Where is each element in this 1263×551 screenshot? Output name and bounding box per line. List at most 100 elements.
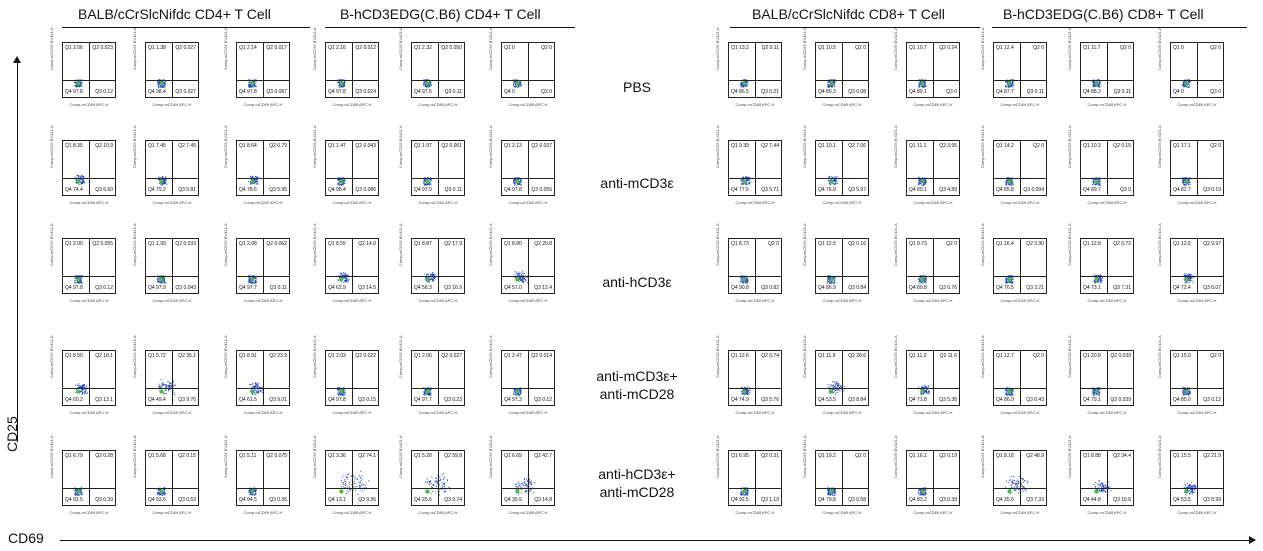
flow-dot bbox=[834, 180, 837, 182]
flow-dot bbox=[1188, 282, 1190, 284]
q1-label: Q1 12.6 bbox=[1173, 241, 1191, 247]
q1-label: Q1 0 bbox=[504, 45, 515, 51]
q4-label: Q4 89.3 bbox=[818, 89, 836, 95]
q2-label: Q2 7.06 bbox=[848, 143, 866, 149]
flow-dot bbox=[924, 276, 926, 278]
flow-dot bbox=[827, 86, 830, 88]
flow-dot bbox=[248, 84, 250, 87]
flow-dot bbox=[827, 276, 829, 278]
flow-dot bbox=[432, 277, 434, 279]
flow-dot bbox=[354, 478, 356, 480]
gate-vertical bbox=[842, 43, 843, 97]
flow-dot bbox=[837, 391, 839, 394]
flow-dot bbox=[424, 184, 426, 186]
flow-dot bbox=[1097, 184, 1099, 186]
flow-dot bbox=[1012, 184, 1014, 186]
plot-x-axis-label: Comp-mCD69 APC-H bbox=[735, 200, 775, 205]
flow-dot bbox=[157, 86, 159, 88]
q4-label: Q4 76.9 bbox=[818, 187, 836, 193]
gate-vertical bbox=[842, 451, 843, 505]
q4-label: Q4 87.7 bbox=[996, 89, 1014, 95]
gate-horizontal bbox=[994, 177, 1046, 179]
flow-dot bbox=[344, 273, 346, 275]
q4-label: Q4 71.8 bbox=[909, 397, 927, 403]
flow-dot bbox=[918, 85, 920, 87]
q3-label: Q3 0 bbox=[946, 89, 957, 95]
flow-dot bbox=[161, 282, 163, 284]
flow-dot bbox=[165, 179, 167, 181]
q1-label: Q1 5.11 bbox=[239, 453, 257, 459]
q2-label: Q2 23.9 bbox=[269, 353, 287, 359]
flow-dot bbox=[1011, 179, 1013, 181]
flow-dot bbox=[258, 390, 260, 392]
flow-plot: Q1 9.73 Q2 0 Q3 0.76 Q4 89.8 Comp-mCD69 APC-… bbox=[893, 223, 960, 303]
flow-dot bbox=[1011, 182, 1013, 184]
flow-dot bbox=[429, 273, 431, 275]
q3-label: Q3 0.21 bbox=[761, 89, 779, 95]
density-core bbox=[515, 277, 520, 282]
flow-dot bbox=[837, 389, 839, 392]
flow-dot bbox=[1012, 277, 1014, 279]
flow-dot bbox=[361, 483, 363, 485]
flow-dot bbox=[1006, 390, 1008, 392]
flow-dot bbox=[344, 281, 346, 283]
flow-dot bbox=[1005, 86, 1007, 88]
flow-dot bbox=[918, 280, 920, 283]
flow-dot bbox=[254, 385, 257, 387]
flow-dot bbox=[344, 81, 346, 83]
flow-plot: Q1 11.7 Q2 0 Q3 0.11 Q4 88.3 Comp-mCD69 APC-… bbox=[1067, 27, 1134, 107]
q4-label: Q4 79.1 bbox=[1083, 397, 1101, 403]
flow-dot bbox=[423, 273, 425, 275]
flow-dot bbox=[423, 82, 425, 84]
flow-dot bbox=[513, 179, 516, 182]
density-core bbox=[829, 277, 834, 282]
gate-vertical bbox=[755, 451, 756, 505]
plot-x-axis-label: Comp-mCD69 APC-H bbox=[508, 200, 548, 205]
q1-label: Q1 5.72 bbox=[148, 353, 166, 359]
flow-dot bbox=[513, 83, 515, 85]
plot-y-axis-label: Comp-mCD25 BV421-A bbox=[132, 125, 137, 168]
q1-label: Q1 12.8 bbox=[1083, 241, 1101, 247]
q3-label: Q3 6.60 bbox=[95, 187, 113, 193]
flow-dot bbox=[78, 184, 80, 186]
flow-dot bbox=[249, 384, 251, 386]
plot-x-axis-label: Comp-mCD69 APC-H bbox=[508, 102, 548, 107]
q2-label: Q2 0 bbox=[541, 45, 552, 51]
gate-horizontal bbox=[63, 275, 115, 277]
flow-dot bbox=[248, 82, 250, 84]
flow-dot bbox=[343, 392, 345, 394]
flow-dot bbox=[836, 180, 838, 182]
flow-dot bbox=[361, 475, 363, 477]
q2-label: Q2 0 bbox=[768, 241, 779, 247]
q2-label: Q2 0 bbox=[855, 453, 866, 459]
flow-dot bbox=[81, 392, 84, 394]
flow-dot bbox=[925, 390, 927, 392]
flow-dot bbox=[74, 84, 76, 87]
flow-dot bbox=[740, 280, 742, 282]
flow-dot bbox=[254, 276, 256, 278]
flow-dot bbox=[433, 277, 435, 280]
flow-dot bbox=[829, 184, 831, 186]
flow-dot bbox=[75, 280, 77, 282]
plot-y-axis-label: Comp-mCD25 BV421-A bbox=[132, 335, 137, 378]
flow-dot bbox=[828, 280, 830, 282]
flow-dot bbox=[1006, 394, 1008, 396]
density-core bbox=[159, 179, 164, 184]
q4-label: Q4 94.5 bbox=[239, 497, 257, 503]
q1-label: Q1 1.97 bbox=[414, 143, 432, 149]
flow-dot bbox=[746, 176, 748, 178]
plot-y-axis-label: Comp-mCD25 BV421-A bbox=[802, 27, 807, 70]
flow-dot bbox=[747, 492, 749, 494]
flow-plot: Q1 11.1 Q2 3.95 Q3 4.89 Q4 80.1 Comp-mCD69 A… bbox=[893, 125, 960, 205]
flow-dot bbox=[833, 278, 835, 280]
gate-horizontal bbox=[146, 79, 198, 81]
q4-label: Q4 86.5 bbox=[731, 89, 749, 95]
flow-dot bbox=[81, 282, 83, 284]
flow-plot: Q1 2.06 Q2 0.023 Q3 0.12 Q4 97.8 Comp-mCD69 … bbox=[49, 27, 116, 107]
flow-dot bbox=[80, 390, 82, 392]
q3-label: Q3 9.01 bbox=[269, 397, 287, 403]
flow-dot bbox=[519, 83, 521, 86]
density-core bbox=[829, 389, 834, 394]
flow-dot bbox=[740, 493, 743, 495]
flow-dot bbox=[1184, 85, 1186, 87]
